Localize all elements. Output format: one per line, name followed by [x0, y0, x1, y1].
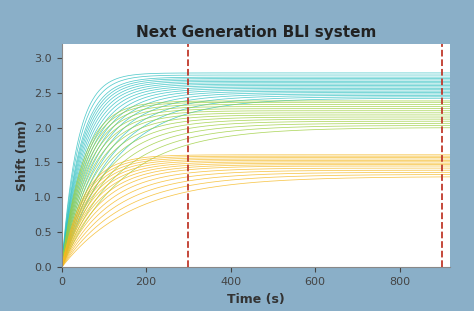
Y-axis label: Shift (nm): Shift (nm) — [16, 120, 28, 191]
Title: Next Generation BLI system: Next Generation BLI system — [136, 25, 376, 39]
X-axis label: Time (s): Time (s) — [227, 293, 285, 306]
